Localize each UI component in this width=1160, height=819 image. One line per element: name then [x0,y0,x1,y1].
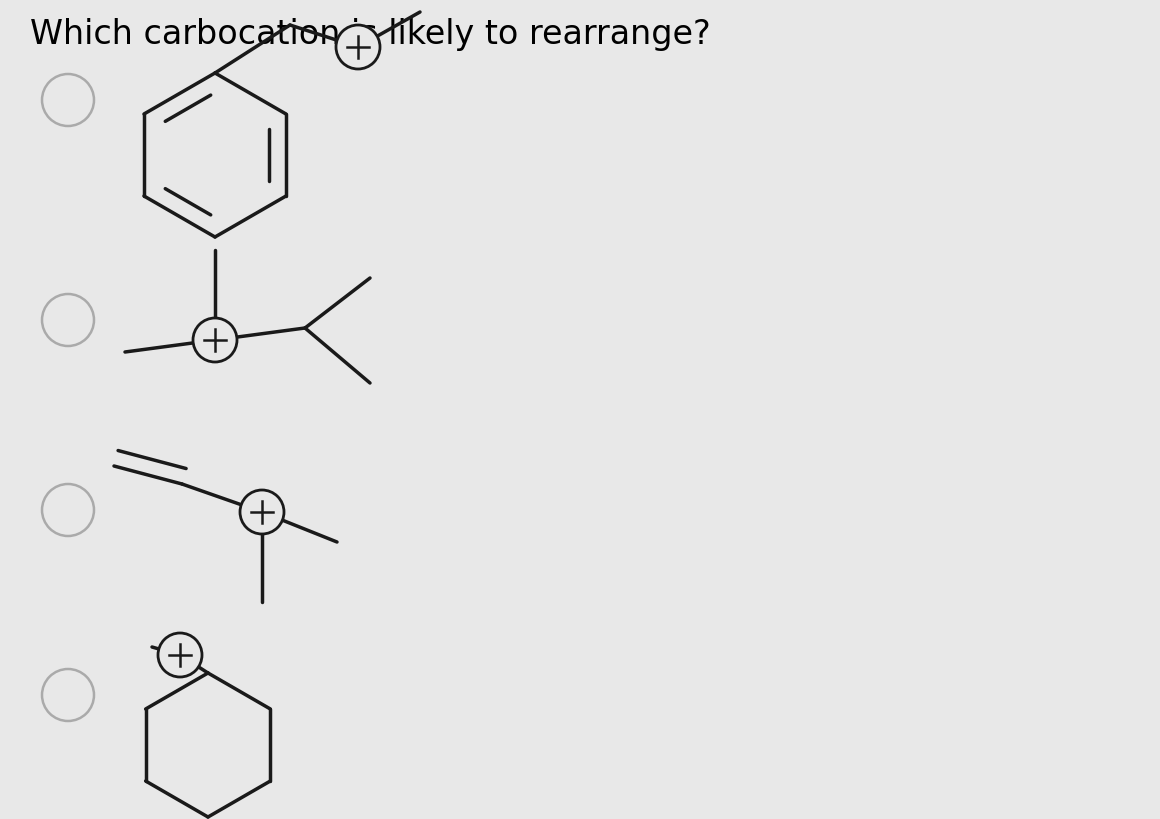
Circle shape [336,25,380,69]
Circle shape [193,318,237,362]
Text: Which carbocation is likely to rearrange?: Which carbocation is likely to rearrange… [30,18,711,51]
Circle shape [158,633,202,677]
Circle shape [240,490,284,534]
